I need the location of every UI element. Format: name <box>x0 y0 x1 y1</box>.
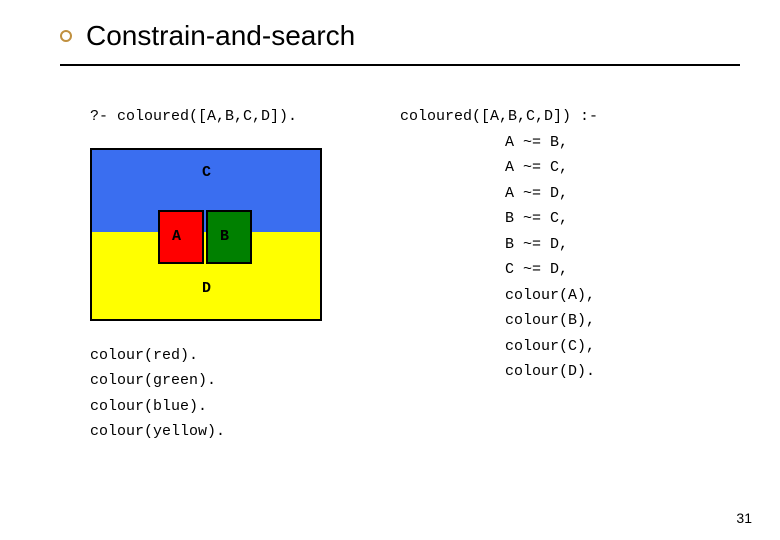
right-column: coloured([A,B,C,D]) :- A ~= B, A ~= C, A… <box>390 104 770 445</box>
label-c: C <box>202 164 211 181</box>
rule-body-2: A ~= D, <box>400 181 770 207</box>
region-diagram: C D A B <box>90 148 322 321</box>
query-code: ?- coloured([A,B,C,D]). <box>90 104 390 130</box>
slide-title-row: Constrain-and-search <box>0 0 780 52</box>
label-b: B <box>220 228 229 245</box>
rule-body-0: A ~= B, <box>400 130 770 156</box>
rule-body-7: colour(B), <box>400 308 770 334</box>
label-d: D <box>202 280 211 297</box>
rule-body-6: colour(A), <box>400 283 770 309</box>
fact-code-2: colour(blue). <box>90 394 390 420</box>
title-underline <box>60 64 740 66</box>
rule-body-9: colour(D). <box>400 359 770 385</box>
rule-body-5: C ~= D, <box>400 257 770 283</box>
rule-body-4: B ~= D, <box>400 232 770 258</box>
rule-body-3: B ~= C, <box>400 206 770 232</box>
fact-code-1: colour(green). <box>90 368 390 394</box>
title-bullet-icon <box>60 30 72 42</box>
slide-title: Constrain-and-search <box>86 20 355 52</box>
fact-code-3: colour(yellow). <box>90 419 390 445</box>
content-area: ?- coloured([A,B,C,D]). C D A B colour(r… <box>0 104 780 445</box>
rule-body-1: A ~= C, <box>400 155 770 181</box>
fact-code-0: colour(red). <box>90 343 390 369</box>
left-column: ?- coloured([A,B,C,D]). C D A B colour(r… <box>0 104 390 445</box>
rule-body-8: colour(C), <box>400 334 770 360</box>
page-number: 31 <box>736 510 752 526</box>
label-a: A <box>172 228 181 245</box>
rule-head: coloured([A,B,C,D]) :- <box>400 104 770 130</box>
